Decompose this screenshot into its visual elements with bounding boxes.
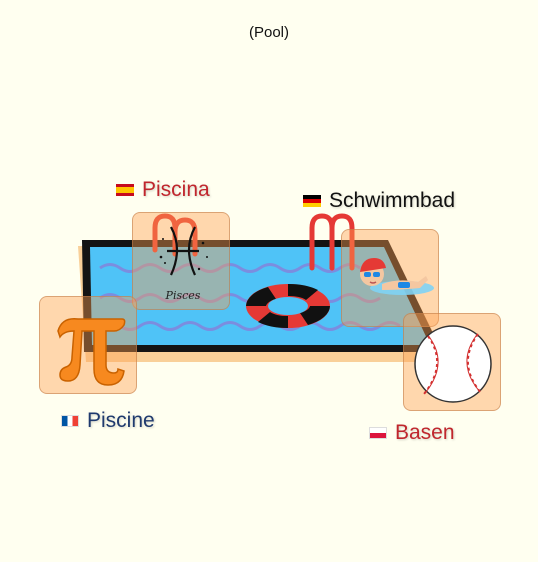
label-polish: Basen	[369, 421, 455, 445]
pisces-caption: Pisces	[165, 289, 201, 302]
spain-flag-icon	[116, 184, 134, 196]
label-french: Piscine	[61, 409, 155, 433]
poland-flag-icon	[369, 427, 387, 439]
france-flag-icon	[61, 415, 79, 427]
label-word: Basen	[395, 421, 455, 444]
pi-symbol-icon	[57, 318, 126, 386]
label-word: Schwimmbad	[329, 189, 456, 212]
card-pi[interactable]	[39, 296, 137, 394]
germany-flag-icon	[303, 195, 321, 207]
label-german: Schwimmbad	[303, 189, 455, 213]
baseball-icon	[414, 325, 492, 403]
page-title: (Pool)	[248, 24, 289, 41]
card-pisces[interactable]: Pisces	[132, 212, 230, 310]
label-word: Piscine	[87, 409, 155, 432]
label-spanish: Piscina	[116, 178, 210, 202]
card-baseball[interactable]	[403, 313, 501, 411]
pisces-zodiac-icon: Pisces	[159, 226, 208, 302]
card-swimmer[interactable]	[341, 229, 439, 327]
swimmer-icon	[360, 258, 434, 295]
label-word: Piscina	[142, 178, 210, 201]
